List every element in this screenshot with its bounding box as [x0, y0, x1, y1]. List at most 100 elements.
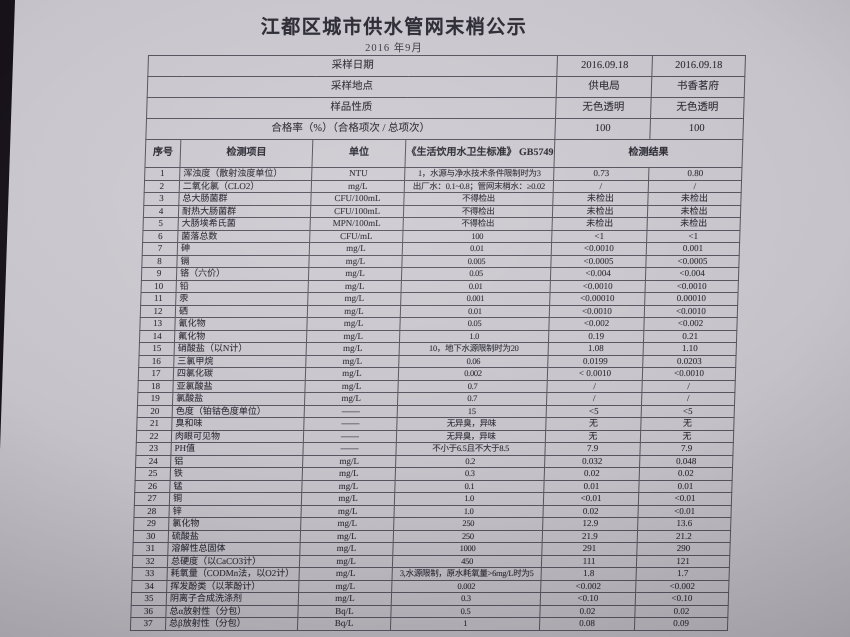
table-row: 29 氯化物 mg/L 250 12.9 13.6	[133, 517, 731, 530]
result-1: 1.08	[548, 342, 644, 355]
result-2: <0.10	[635, 592, 729, 605]
unit: Bq/L	[297, 617, 391, 630]
row-no: 27	[134, 492, 170, 505]
result-2: <0.0005	[645, 255, 740, 268]
row-no: 8	[141, 255, 178, 268]
item-name: 亚氯酸盐	[172, 380, 306, 393]
result-1: 0.19	[548, 330, 644, 343]
standard-limit: 不小于6.5且不大于8.5	[395, 442, 546, 455]
standard-limit: 15	[397, 405, 547, 418]
item-name: 耐热大肠菌群	[178, 205, 311, 218]
col-header-unit: 单位	[311, 139, 406, 168]
standard-limit: 0.002	[391, 580, 542, 593]
row-no: 34	[131, 580, 168, 593]
table-row: 33 耗氧量（CODMn法，以O2计） mg/L 3,水源限制，原水耗氧量>6mg/L…	[132, 567, 730, 580]
result-2: /	[641, 392, 735, 405]
page-title: 江都区城市供水管网末梢公示	[260, 17, 528, 38]
standard-limit: 1.0	[393, 505, 544, 518]
info-label: 样品性质	[146, 97, 557, 119]
item-name: 铬（六价）	[176, 267, 309, 280]
page-subtitle: 2016 年9月	[365, 43, 423, 54]
result-1: <0.10	[540, 592, 636, 605]
result-2: 未检出	[647, 217, 741, 230]
col-header-standard: 《生活饮用水卫生标准》 GB5749	[404, 139, 555, 168]
info-row-sampling-location: 采样地点 供电局 书香茗府	[147, 76, 745, 98]
result-1: <1	[551, 230, 648, 243]
result-2: <0.0010	[645, 280, 739, 293]
result-2: <5	[641, 405, 735, 418]
table-row: 25 铁 mg/L 0.3 0.02 0.02	[135, 467, 733, 480]
item-name: 浑浊度（散射浊度单位）	[179, 167, 312, 180]
result-2: 13.6	[637, 517, 731, 530]
standard-limit: 0.001	[400, 292, 551, 305]
standard-limit: 0.1	[394, 480, 545, 493]
row-no: 24	[135, 455, 171, 468]
result-2: 0.21	[643, 330, 737, 343]
result-1: 0.08	[539, 617, 635, 630]
sampling-location-2: 书香茗府	[651, 76, 745, 98]
result-1: 1.8	[541, 567, 637, 580]
unit: CFU/100mL	[310, 205, 404, 218]
row-no: 25	[135, 467, 171, 480]
standard-limit: 出厂水：0.1~0.8；管网末梢水：≥0.02	[404, 180, 554, 193]
result-1: <0.0005	[550, 255, 647, 268]
row-no: 26	[134, 480, 171, 493]
item-name: 二氧化氯（CLO2）	[179, 180, 312, 193]
standard-limit: 不得检出	[403, 192, 554, 205]
standard-limit: 不得检出	[403, 205, 553, 218]
standard-limit: 0.3	[395, 467, 545, 480]
unit: mg/L	[308, 267, 402, 280]
result-1: <0.0010	[549, 305, 645, 318]
row-no: 36	[130, 605, 167, 618]
item-name: 臭和味	[171, 417, 305, 430]
result-1: 0.01	[543, 480, 640, 493]
standard-limit: 0.2	[395, 455, 545, 468]
standard-limit: 0.06	[398, 355, 549, 368]
item-name: 硝酸盐（以N计）	[174, 342, 307, 355]
row-no: 11	[140, 292, 177, 305]
sampling-date-1: 2016.09.18	[556, 55, 653, 77]
unit: mg/L	[308, 255, 403, 268]
table-row: 8 镉 mg/L 0.005 <0.0005 <0.0005	[141, 255, 740, 268]
result-1: 12.9	[542, 517, 638, 530]
row-no: 31	[132, 542, 169, 555]
unit: ——	[303, 417, 398, 430]
result-2: <0.002	[643, 317, 738, 330]
pass-rate-1: 100	[554, 118, 651, 140]
unit: mg/L	[299, 555, 393, 568]
row-no: 33	[132, 567, 168, 580]
result-1: 7.9	[544, 442, 641, 455]
info-row-sampling-date: 采样日期 2016.09.18 2016.09.18	[147, 55, 746, 77]
result-2: <0.01	[637, 505, 732, 518]
unit: mg/L	[305, 355, 400, 368]
unit: mg/L	[301, 492, 395, 505]
unit: ——	[304, 405, 398, 418]
result-2: 7.9	[639, 442, 734, 455]
item-name: 镉	[176, 255, 310, 268]
result-2: 0.02	[634, 605, 729, 618]
result-1: /	[546, 380, 643, 393]
result-1: 未检出	[552, 217, 648, 230]
unit: mg/L	[306, 317, 401, 330]
row-no: 29	[133, 517, 169, 530]
table-row: 21 臭和味 —— 无异臭，异味无无	[136, 417, 735, 430]
result-1: 291	[541, 542, 638, 555]
result-1: 0.02	[539, 605, 636, 618]
table-row: 17 四氯化碳 mg/L 0.002 < 0.0010 <0.0010	[138, 367, 736, 380]
unit: mg/L	[308, 280, 402, 293]
result-2: 无	[640, 430, 734, 443]
table-row: 12 硒 mg/L 0.01 <0.0010 <0.0010	[140, 305, 738, 318]
table-row: 19 氯酸盐 mg/L 0.7//	[137, 392, 735, 405]
result-2: <0.01	[638, 492, 732, 505]
item-name: 溶解性总固体	[167, 542, 301, 555]
unit: MPN/100mL	[310, 217, 404, 230]
item-name: 锌	[168, 505, 302, 518]
row-no: 6	[142, 230, 179, 243]
result-2: 21.2	[637, 530, 731, 543]
table-row: 13 氰化物 mg/L 0.05 <0.002 <0.002	[139, 317, 738, 330]
standard-limit: 100	[402, 230, 553, 243]
item-name: 铁	[170, 467, 303, 480]
row-no: 2	[144, 180, 180, 193]
unit: mg/L	[302, 455, 396, 468]
